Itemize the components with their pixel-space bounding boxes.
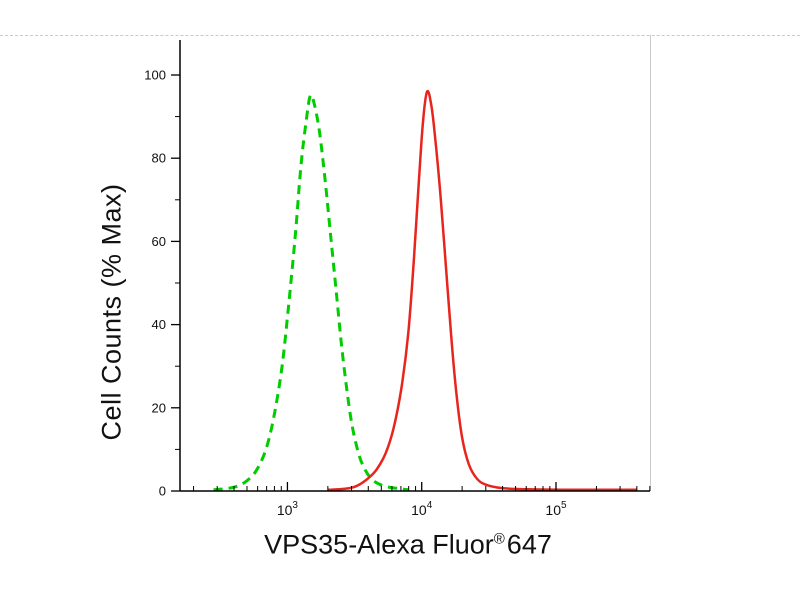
y-tick-label: 20 [152, 400, 166, 415]
x-axis-title: VPS35-Alexa Fluor®647 [264, 530, 552, 561]
y-axis-title: Cell Counts (% Max) [96, 183, 127, 441]
series-green-dashed [213, 93, 409, 492]
top-dashed-border [0, 35, 800, 36]
x-tick-label: 104 [411, 500, 433, 518]
y-tick-label: 40 [152, 317, 166, 332]
right-border [650, 35, 651, 491]
y-tick-label: 80 [152, 151, 166, 166]
x-axis-title-text: VPS35-Alexa Fluor [264, 529, 494, 560]
series-red-solid [327, 89, 637, 492]
y-tick-label: 60 [152, 234, 166, 249]
x-tick-label: 103 [277, 500, 299, 518]
x-tick-label: 105 [545, 500, 567, 518]
y-tick-label: 0 [159, 484, 166, 499]
x-axis-title-number: 647 [506, 529, 552, 560]
registered-trademark-symbol: ® [493, 530, 505, 548]
y-tick-label: 100 [144, 68, 166, 83]
